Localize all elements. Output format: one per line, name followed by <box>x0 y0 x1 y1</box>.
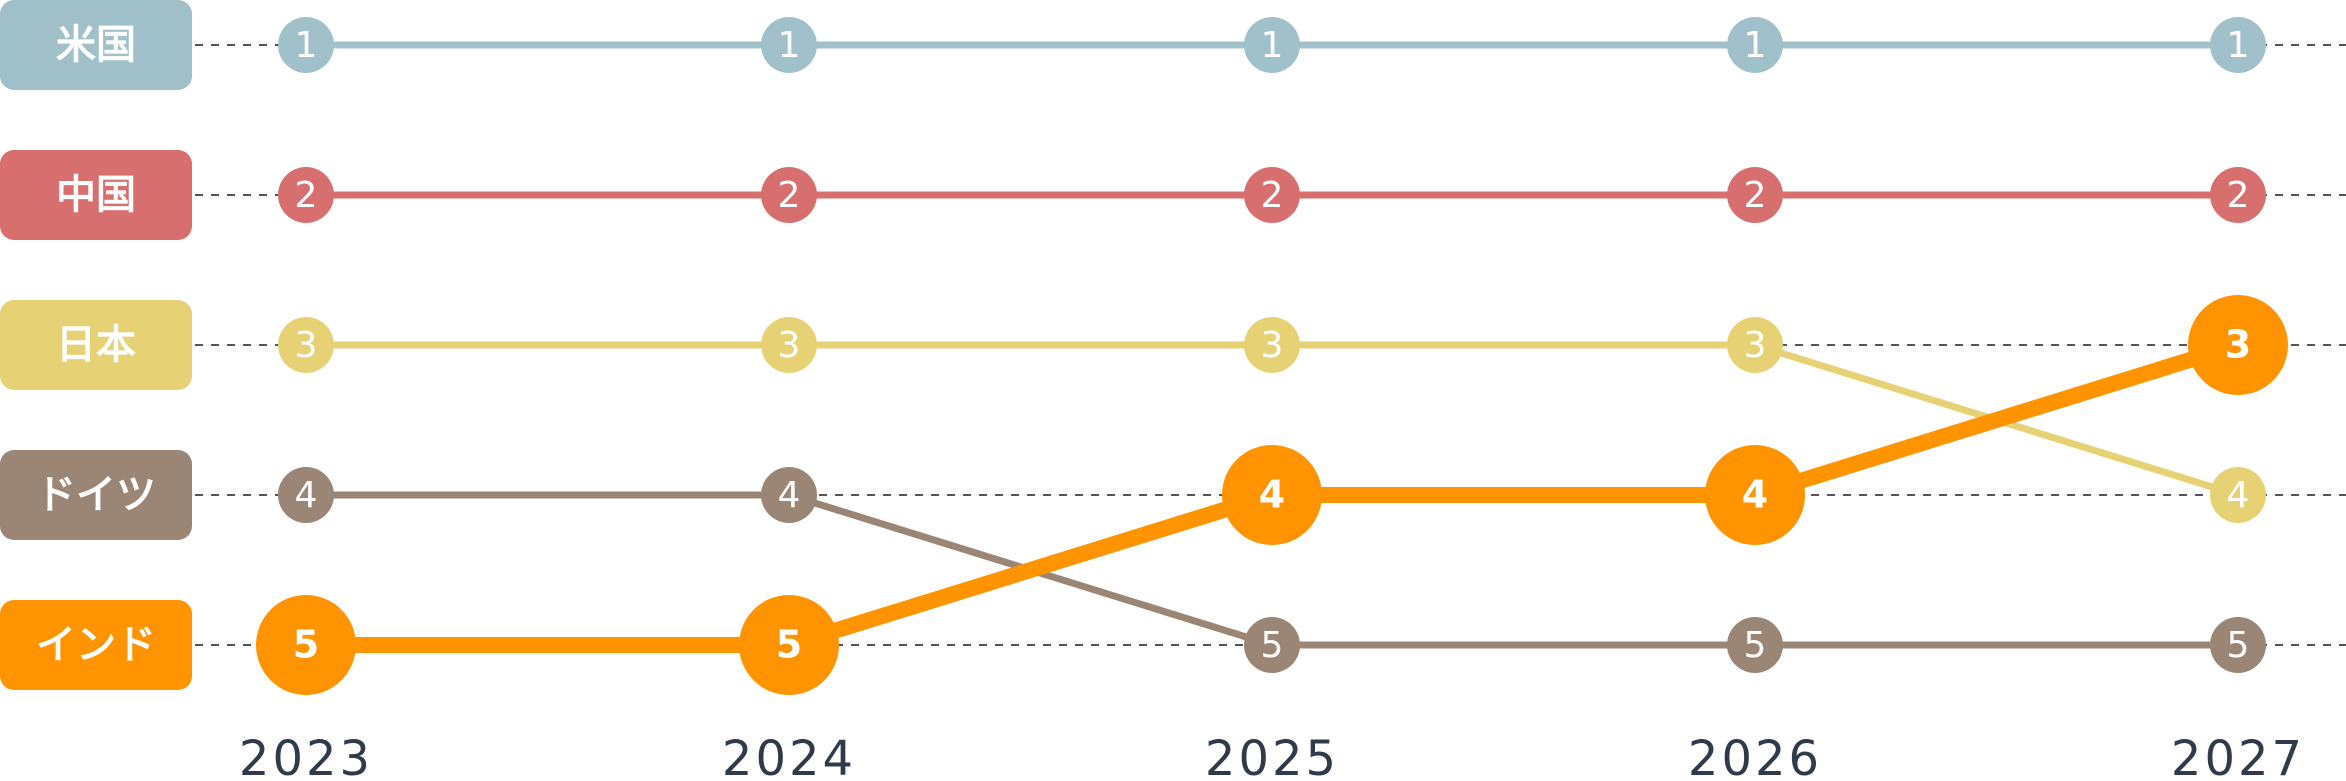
legend-badge-4 <box>0 600 192 690</box>
point-3-1 <box>761 467 817 523</box>
rank-label-0-0: 1 <box>295 25 318 66</box>
rank-label-2-4: 4 <box>2227 475 2250 516</box>
point-4-0 <box>256 595 356 695</box>
rank-label-1-2: 2 <box>1261 175 1284 216</box>
point-1-3 <box>1727 167 1783 223</box>
point-1-4 <box>2210 167 2266 223</box>
legend-badge-2 <box>0 300 192 390</box>
legend-label-1: 中国 <box>56 172 136 218</box>
rank-label-2-2: 3 <box>1261 325 1284 366</box>
legend-label-3: ドイツ <box>36 472 156 518</box>
point-0-1 <box>761 17 817 73</box>
x-axis: 2023 2024 2025 2026 2027 <box>239 731 2305 781</box>
legend-label-2: 日本 <box>56 322 136 368</box>
rank-label-0-3: 1 <box>1744 25 1767 66</box>
rank-label-4-2: 4 <box>1259 473 1285 517</box>
rank-label-4-1: 5 <box>776 623 802 667</box>
point-2-3 <box>1727 317 1783 373</box>
rank-label-0-4: 1 <box>2227 25 2250 66</box>
series-points: 1 1 1 1 1 2 2 2 2 2 3 3 3 3 4 4 4 5 5 5 5 5 4 4 3 <box>256 17 2288 695</box>
legend-label-4: インド <box>36 622 156 668</box>
rank-label-3-0: 4 <box>295 475 318 516</box>
x-tick-3: 2026 <box>1688 731 1822 781</box>
point-3-0 <box>278 467 334 523</box>
legend-badge-0 <box>0 0 192 90</box>
point-2-1 <box>761 317 817 373</box>
point-1-2 <box>1244 167 1300 223</box>
point-2-0 <box>278 317 334 373</box>
point-3-4 <box>2210 617 2266 673</box>
point-1-1 <box>761 167 817 223</box>
rank-label-2-1: 3 <box>778 325 801 366</box>
legend-badge-1 <box>0 150 192 240</box>
rank-label-1-1: 2 <box>778 175 801 216</box>
point-3-3 <box>1727 617 1783 673</box>
point-0-0 <box>278 17 334 73</box>
rank-label-4-3: 4 <box>1742 473 1768 517</box>
x-tick-2: 2025 <box>1205 731 1339 781</box>
rank-label-2-0: 3 <box>295 325 318 366</box>
point-2-4 <box>2210 467 2266 523</box>
point-4-4 <box>2188 295 2288 395</box>
point-4-3 <box>1705 445 1805 545</box>
rank-label-4-0: 5 <box>293 623 319 667</box>
legend-badge-3 <box>0 450 192 540</box>
point-0-3 <box>1727 17 1783 73</box>
point-0-2 <box>1244 17 1300 73</box>
point-4-2 <box>1222 445 1322 545</box>
rank-label-3-1: 4 <box>778 475 801 516</box>
point-3-2 <box>1244 617 1300 673</box>
rank-label-0-1: 1 <box>778 25 801 66</box>
rank-label-3-3: 5 <box>1744 625 1767 666</box>
rank-label-3-2: 5 <box>1261 625 1284 666</box>
rank-label-1-0: 2 <box>295 175 318 216</box>
point-1-0 <box>278 167 334 223</box>
x-tick-1: 2024 <box>722 731 856 781</box>
x-tick-0: 2023 <box>239 731 373 781</box>
point-0-4 <box>2210 17 2266 73</box>
point-4-1 <box>739 595 839 695</box>
rank-label-1-3: 2 <box>1744 175 1767 216</box>
rank-label-0-2: 1 <box>1261 25 1284 66</box>
rank-label-4-4: 3 <box>2225 323 2251 367</box>
rank-label-1-4: 2 <box>2227 175 2250 216</box>
rank-label-2-3: 3 <box>1744 325 1767 366</box>
legend-label-0: 米国 <box>56 22 136 68</box>
point-2-2 <box>1244 317 1300 373</box>
rank-label-3-4: 5 <box>2227 625 2250 666</box>
x-tick-4: 2027 <box>2171 731 2305 781</box>
